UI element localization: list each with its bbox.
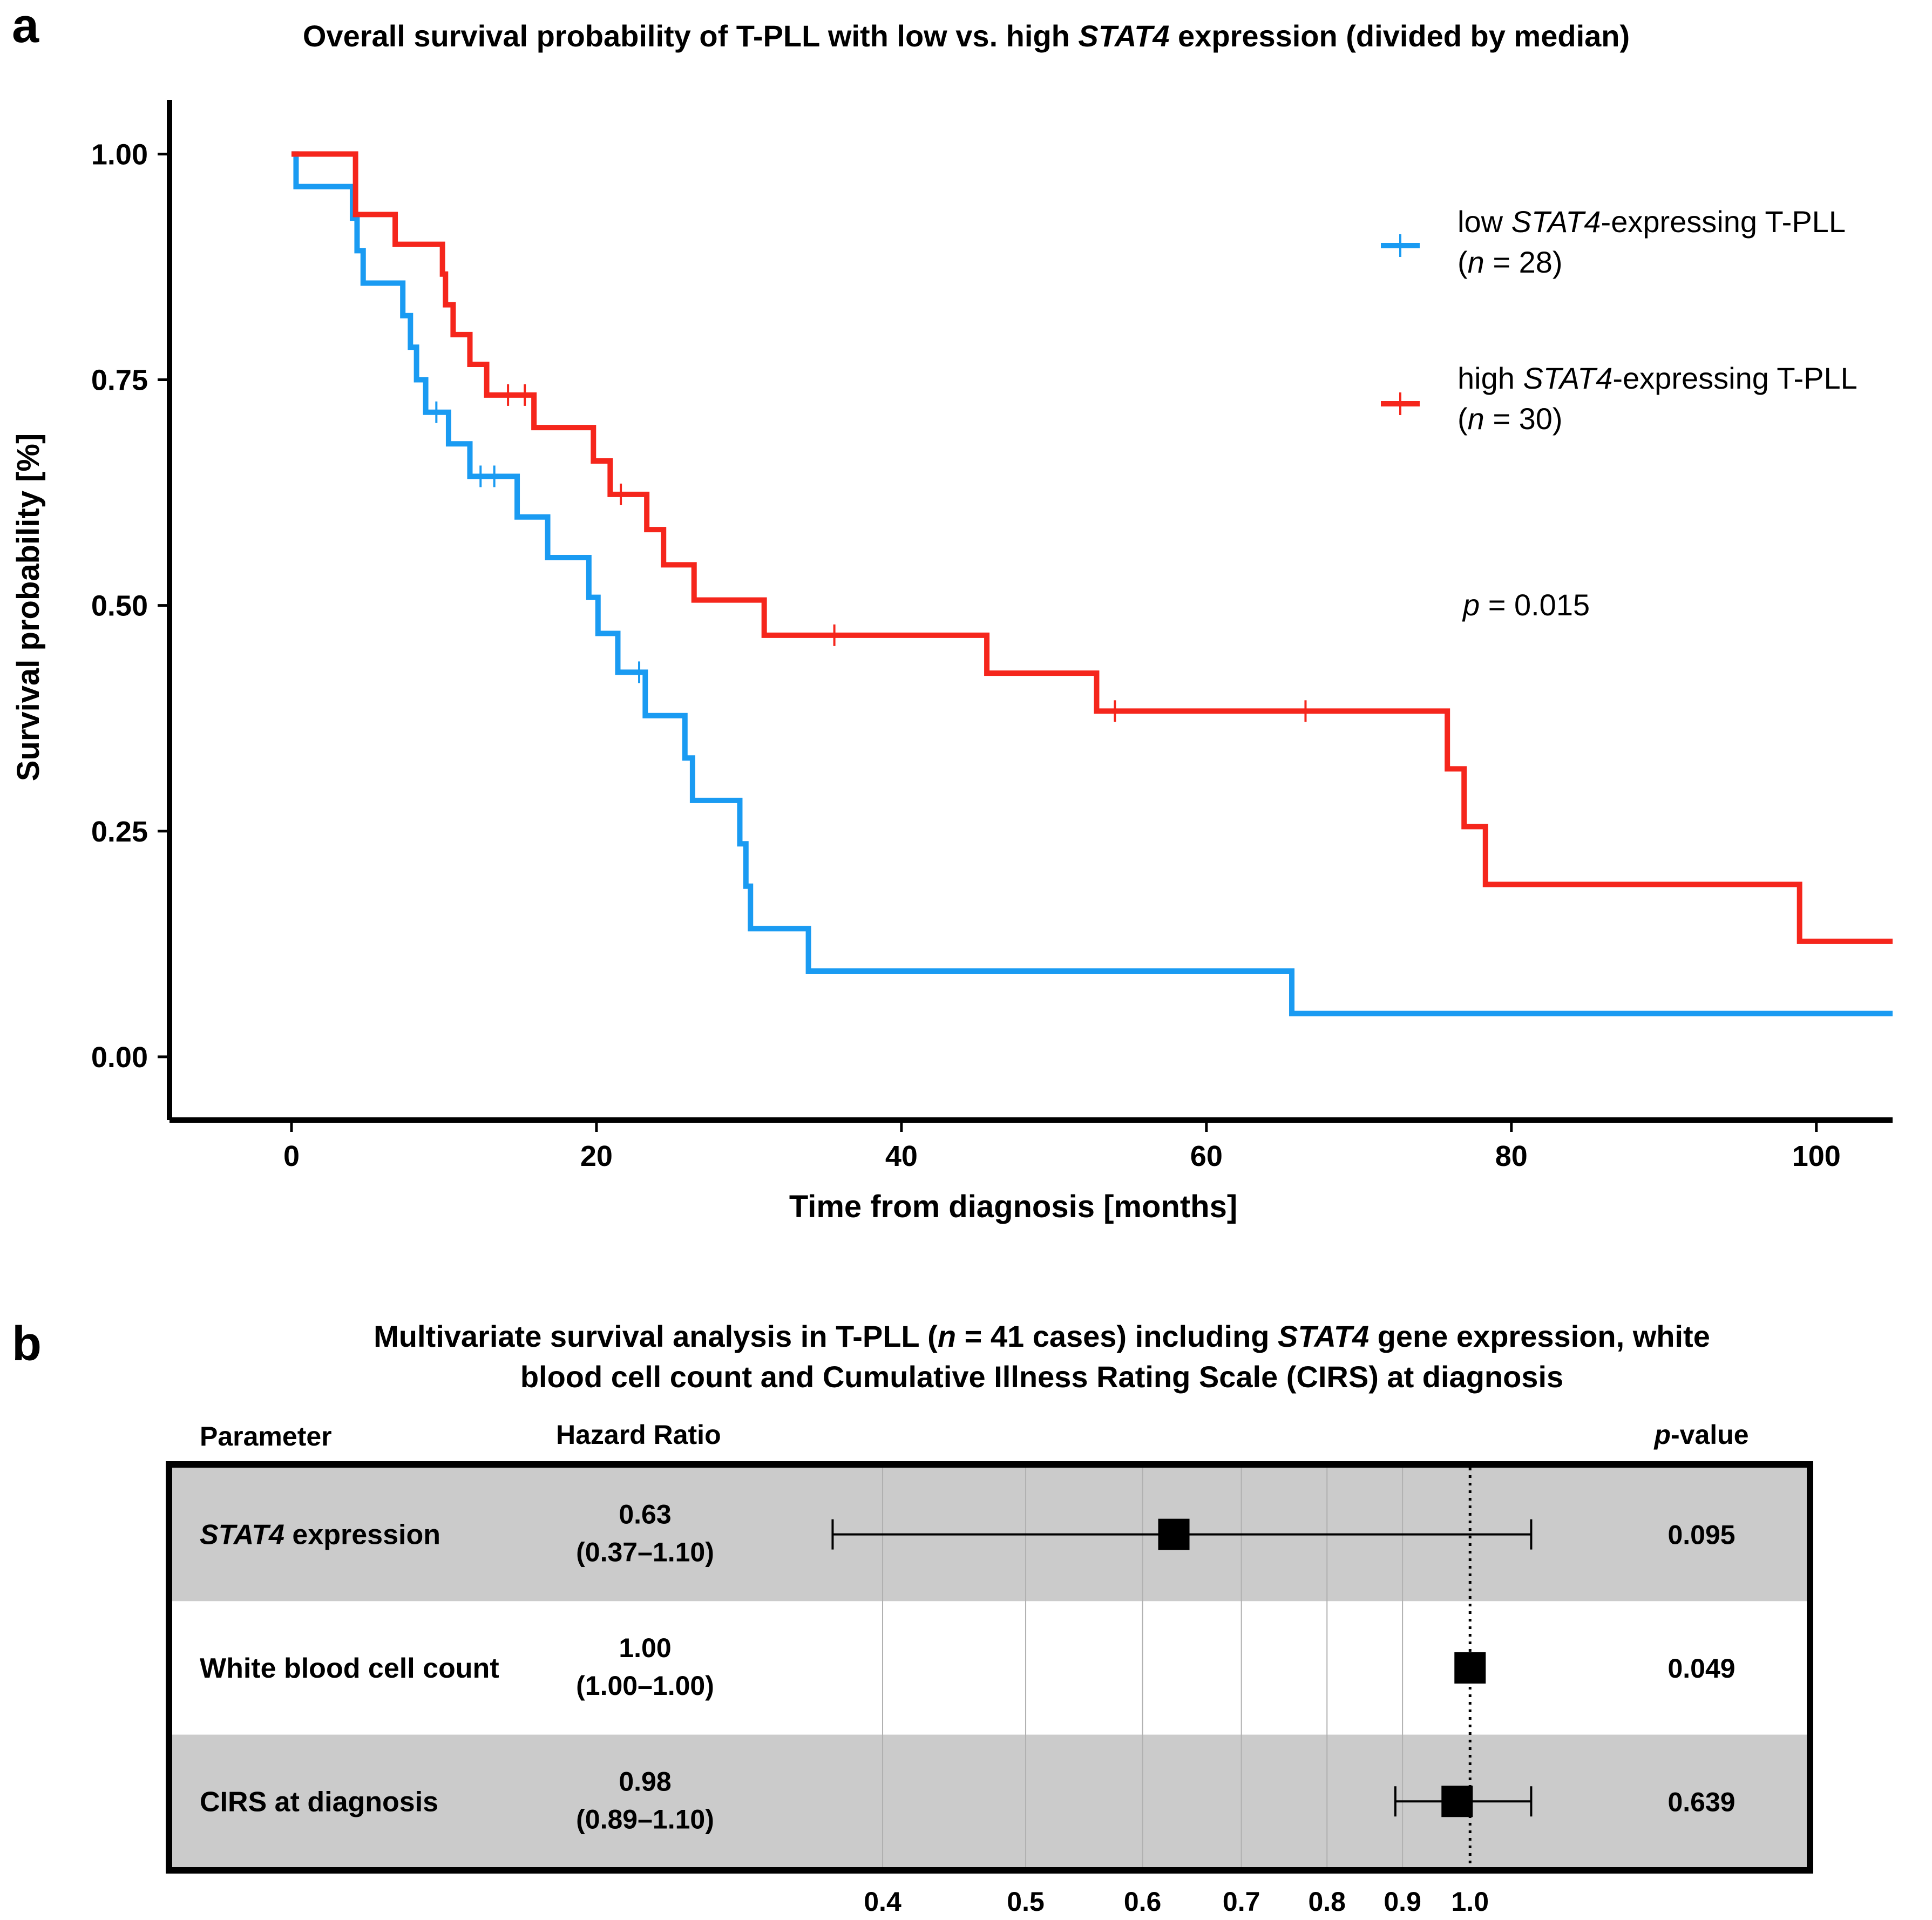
forest-tick-label-1: 0.5 [1007, 1887, 1045, 1917]
header-p-value: p-value [1653, 1420, 1748, 1450]
x-tick-label-0: 0 [283, 1140, 300, 1172]
y-tick-label-0: 0.00 [91, 1041, 148, 1074]
panel-b-title-line2: blood cell count and Cumulative Illness … [520, 1360, 1563, 1394]
header-hazard-ratio: Hazard Ratio [556, 1420, 721, 1450]
panel-label-b: b [12, 1317, 42, 1371]
legend-key-high [1381, 392, 1420, 415]
forest-tick-labels: 0.4 0.5 0.6 0.7 0.8 0.9 1.0 [864, 1887, 1489, 1917]
panel-label-a: a [12, 0, 39, 53]
km-axes [158, 100, 1893, 1132]
hr-point-2 [1441, 1786, 1473, 1817]
legend-label-low: low STAT4-expressing T-PLL [1458, 205, 1846, 239]
forest-tick-label-0: 0.4 [864, 1887, 901, 1917]
forest-row-bg-1 [172, 1601, 1807, 1735]
panel-a-title: Overall survival probability of T-PLL wi… [303, 19, 1630, 53]
forest-marks [831, 1518, 1533, 1817]
x-tick-label-3: 60 [1190, 1140, 1223, 1172]
km-series-line-1 [291, 151, 1893, 944]
row-ci-2: (0.89–1.10) [576, 1804, 714, 1834]
km-tick-labels: 0.00 0.25 0.50 0.75 1.00 0 20 40 60 80 100 [91, 138, 1841, 1172]
y-tick-label-3: 0.75 [91, 364, 148, 396]
forest-tick-label-3: 0.7 [1223, 1887, 1260, 1917]
x-tick-label-2: 40 [885, 1140, 918, 1172]
y-tick-label-2: 0.50 [91, 590, 148, 622]
row-hr-1: 1.00 [619, 1633, 671, 1663]
forest-tick-label-2: 0.6 [1124, 1887, 1162, 1917]
row-hr-2: 0.98 [619, 1766, 671, 1796]
km-series-line-0 [291, 151, 1893, 1016]
km-curves [291, 151, 1893, 1016]
legend-label-high: high STAT4-expressing T-PLL [1458, 361, 1858, 395]
hr-point-0 [1158, 1518, 1190, 1550]
forest-row-bg-2 [172, 1734, 1807, 1869]
legend-key-low [1381, 234, 1420, 257]
y-axis-label: Survival probability [%] [11, 433, 46, 782]
row-p-value-0: 0.095 [1667, 1520, 1735, 1550]
panel-b-title-line1: Multivariate survival analysis in T-PLL … [374, 1319, 1710, 1353]
y-tick-label-1: 0.25 [91, 816, 148, 848]
row-p-value-1: 0.049 [1667, 1653, 1735, 1684]
row-parameter-2: CIRS at diagnosis [200, 1786, 438, 1817]
x-tick-label-5: 100 [1792, 1140, 1841, 1172]
forest-tick-label-6: 1.0 [1452, 1887, 1489, 1917]
legend-n-high: (n = 30) [1458, 402, 1563, 436]
row-ci-0: (0.37–1.10) [576, 1537, 714, 1568]
row-ci-1: (1.00–1.00) [576, 1671, 714, 1701]
y-tick-label-4: 1.00 [91, 138, 148, 171]
x-axis-label: Time from diagnosis [months] [789, 1189, 1237, 1224]
row-parameter-1: White blood cell count [200, 1653, 499, 1684]
legend-n-low: (n = 28) [1458, 245, 1563, 279]
x-tick-label-4: 80 [1495, 1140, 1528, 1172]
row-p-value-2: 0.639 [1667, 1787, 1735, 1817]
p-value-annotation: p = 0.015 [1462, 588, 1590, 622]
row-hr-0: 0.63 [619, 1500, 671, 1530]
forest-tick-label-4: 0.8 [1308, 1887, 1346, 1917]
x-tick-label-1: 20 [580, 1140, 613, 1172]
forest-tick-label-5: 0.9 [1384, 1887, 1421, 1917]
forest-frame [166, 1461, 1813, 1874]
hr-point-1 [1454, 1652, 1486, 1684]
row-parameter-0: STAT4 expression [200, 1519, 440, 1551]
km-legend: low STAT4-expressing T-PLL (n = 28) high… [1381, 205, 1858, 436]
forest-row-text: STAT4 expression 0.63 (0.37–1.10) 0.095 Whit… [200, 1500, 1736, 1835]
header-parameter: Parameter [200, 1421, 332, 1451]
